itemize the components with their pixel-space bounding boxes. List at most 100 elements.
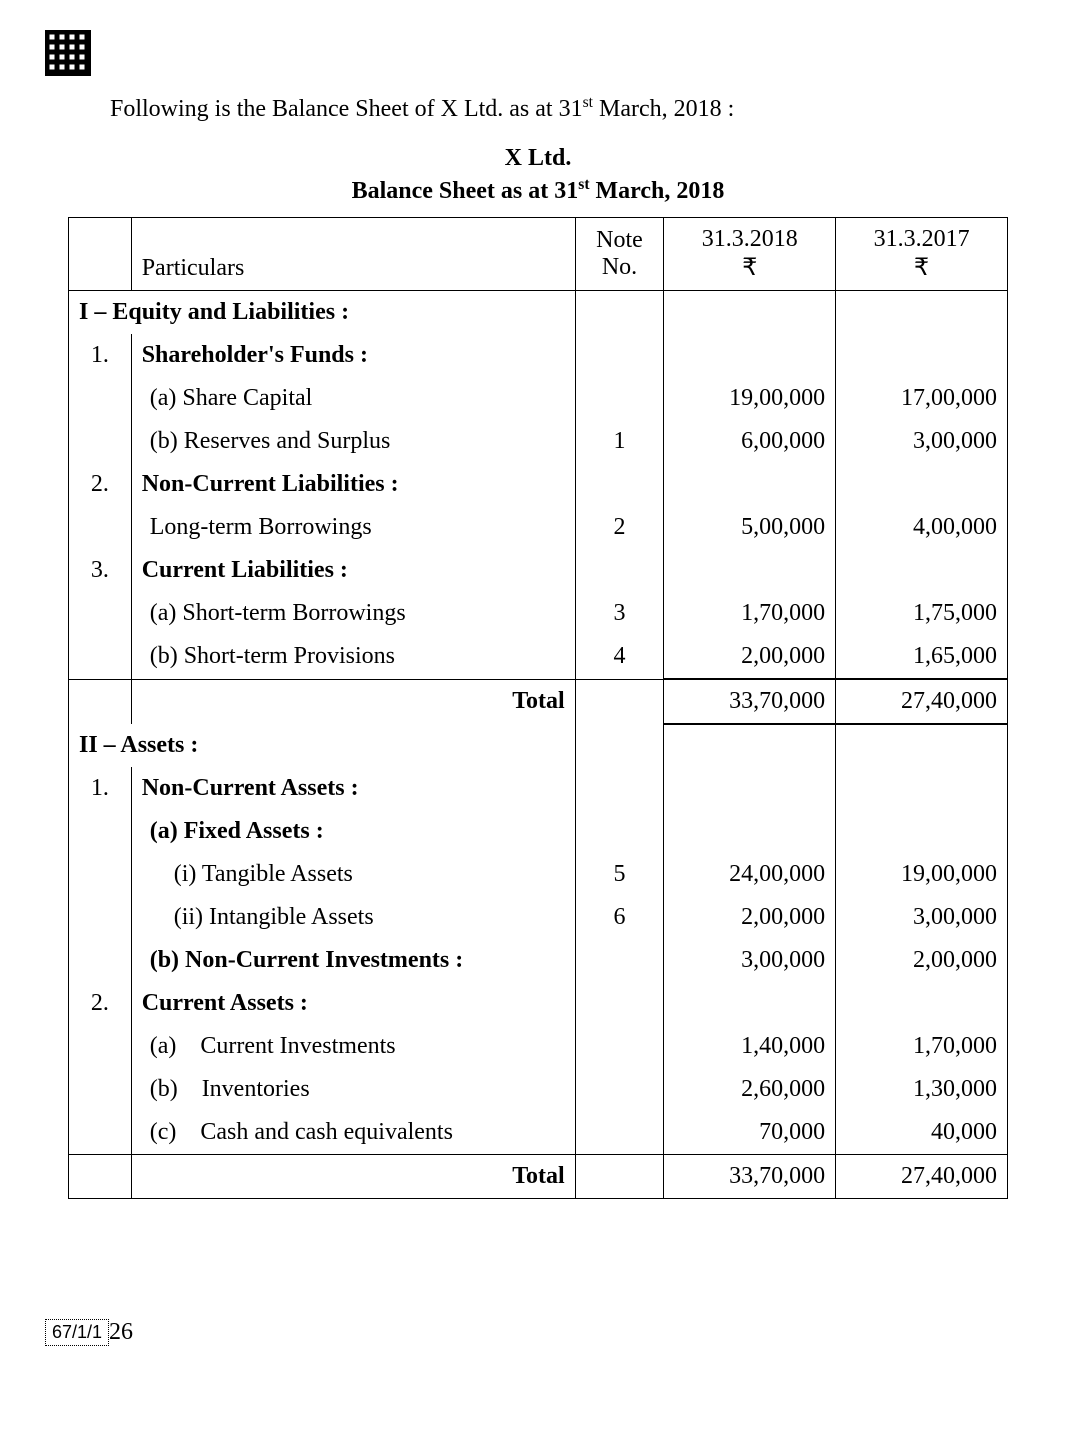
- label: (b) Inventories: [131, 1068, 575, 1111]
- section-assets-label: II – Assets :: [69, 724, 576, 767]
- table-row: (ii) Intangible Assets 6 2,00,000 3,00,0…: [69, 896, 1008, 939]
- label: (b) Non-Current Investments :: [131, 939, 575, 982]
- cell: [664, 724, 836, 767]
- intro-text: Following is the Balance Sheet of X Ltd.…: [110, 94, 1031, 123]
- cell: [69, 810, 132, 853]
- cell: [575, 1068, 664, 1111]
- cell: [69, 939, 132, 982]
- cell: [664, 810, 836, 853]
- sheet-title-pre: Balance Sheet as at 31: [352, 178, 579, 204]
- table-row: 1. Non-Current Assets :: [69, 767, 1008, 810]
- cell: [575, 463, 664, 506]
- label: Shareholder's Funds :: [131, 334, 575, 377]
- value: 5,00,000: [664, 506, 836, 549]
- intro-sup: st: [583, 94, 593, 111]
- cell: [836, 767, 1008, 810]
- cell: [664, 334, 836, 377]
- table-row: (i) Tangible Assets 5 24,00,000 19,00,00…: [69, 853, 1008, 896]
- note: 4: [575, 635, 664, 679]
- value: 2,00,000: [836, 939, 1008, 982]
- label: Non-Current Assets :: [131, 767, 575, 810]
- cell: [69, 853, 132, 896]
- cell: [69, 377, 132, 420]
- cell: [836, 334, 1008, 377]
- page-number: 26: [109, 1319, 133, 1346]
- table-row: Long-term Borrowings 2 5,00,000 4,00,000: [69, 506, 1008, 549]
- header-particulars: Particulars: [131, 218, 575, 291]
- sheet-title: Balance Sheet as at 31st March, 2018: [45, 176, 1031, 205]
- table-row: (b) Inventories 2,60,000 1,30,000: [69, 1068, 1008, 1111]
- header-year1: 31.3.2018 ₹: [664, 218, 836, 291]
- value: 70,000: [664, 1111, 836, 1155]
- cell: [575, 767, 664, 810]
- cell: [575, 679, 664, 724]
- cell: [575, 724, 664, 767]
- cell: [664, 767, 836, 810]
- header-y2-date: 31.3.2017: [874, 226, 970, 252]
- value: 19,00,000: [836, 853, 1008, 896]
- value: 2,00,000: [664, 635, 836, 679]
- section-equity-row: I – Equity and Liabilities :: [69, 291, 1008, 335]
- intro-tail: March, 2018 :: [593, 96, 734, 122]
- value: 40,000: [836, 1111, 1008, 1155]
- header-note: Note No.: [575, 218, 664, 291]
- label: (b) Short-term Provisions: [131, 635, 575, 679]
- total-row: Total 33,70,000 27,40,000: [69, 1155, 1008, 1199]
- total-value: 33,70,000: [664, 1155, 836, 1199]
- total-label: Total: [131, 1155, 575, 1199]
- section-equity-label: I – Equity and Liabilities :: [69, 291, 576, 335]
- value: 4,00,000: [836, 506, 1008, 549]
- table-row: (a) Current Investments 1,40,000 1,70,00…: [69, 1025, 1008, 1068]
- table-row: 3. Current Liabilities :: [69, 549, 1008, 592]
- sn: 1.: [69, 767, 132, 810]
- cell: [575, 1155, 664, 1199]
- value: 3,00,000: [664, 939, 836, 982]
- cell: [575, 334, 664, 377]
- cell: [69, 679, 132, 724]
- cell: [664, 549, 836, 592]
- cell: [575, 939, 664, 982]
- label: (ii) Intangible Assets: [131, 896, 575, 939]
- sheet-title-sup: st: [578, 176, 589, 193]
- label: (a) Share Capital: [131, 377, 575, 420]
- cell: [69, 420, 132, 463]
- cell: [664, 291, 836, 335]
- cell: [575, 377, 664, 420]
- note: 3: [575, 592, 664, 635]
- label: Non-Current Liabilities :: [131, 463, 575, 506]
- cell: [69, 1068, 132, 1111]
- total-row: Total 33,70,000 27,40,000: [69, 679, 1008, 724]
- cell: [664, 463, 836, 506]
- cell: [575, 810, 664, 853]
- company-name: X Ltd.: [45, 145, 1031, 172]
- total-value: 27,40,000: [836, 679, 1008, 724]
- total-value: 33,70,000: [664, 679, 836, 724]
- table-row: 2. Current Assets :: [69, 982, 1008, 1025]
- cell: [575, 549, 664, 592]
- cell: [664, 982, 836, 1025]
- balance-sheet-table: Particulars Note No. 31.3.2018 ₹ 31.3.20…: [68, 217, 1008, 1199]
- cell: [69, 1155, 132, 1199]
- value: 1,65,000: [836, 635, 1008, 679]
- cell: [836, 463, 1008, 506]
- cell: [836, 549, 1008, 592]
- sn: 1.: [69, 334, 132, 377]
- note: 5: [575, 853, 664, 896]
- label: Current Liabilities :: [131, 549, 575, 592]
- cell: [575, 291, 664, 335]
- value: 6,00,000: [664, 420, 836, 463]
- note: 6: [575, 896, 664, 939]
- sn: 2.: [69, 982, 132, 1025]
- label: Current Assets :: [131, 982, 575, 1025]
- label: (a) Fixed Assets :: [131, 810, 575, 853]
- value: 24,00,000: [664, 853, 836, 896]
- value: 17,00,000: [836, 377, 1008, 420]
- header-year2: 31.3.2017 ₹: [836, 218, 1008, 291]
- cell: [836, 291, 1008, 335]
- cell: [69, 635, 132, 679]
- section-assets-row: II – Assets :: [69, 724, 1008, 767]
- label: (a) Current Investments: [131, 1025, 575, 1068]
- table-row: (b) Short-term Provisions 4 2,00,000 1,6…: [69, 635, 1008, 679]
- cell: [69, 506, 132, 549]
- table-row: (b) Reserves and Surplus 1 6,00,000 3,00…: [69, 420, 1008, 463]
